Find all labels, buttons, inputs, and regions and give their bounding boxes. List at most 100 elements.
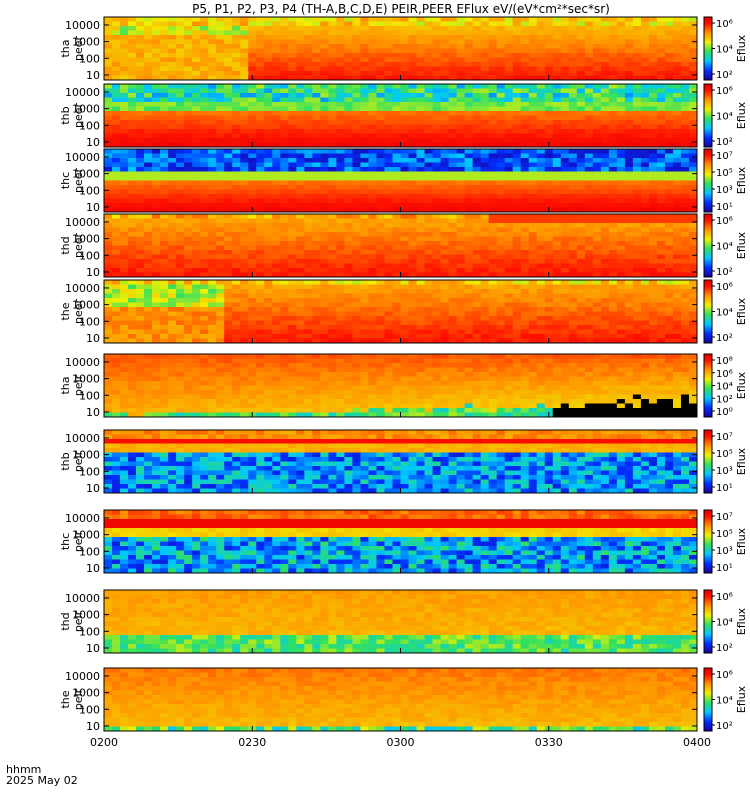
heatmap-cell: [600, 171, 610, 177]
heatmap-cell: [656, 218, 666, 224]
heatmap-cell: [584, 153, 594, 159]
heatmap-cell: [496, 71, 506, 76]
heatmap-cell: [672, 93, 682, 98]
heatmap-cell: [432, 272, 441, 278]
heatmap-cell: [480, 180, 490, 186]
heatmap-cell: [528, 207, 538, 213]
heatmap-cell: [200, 171, 209, 177]
heatmap-cell: [192, 44, 201, 49]
heatmap-cell: [536, 185, 546, 190]
heatmap-cell: [280, 198, 289, 204]
heatmap-cell: [512, 316, 522, 321]
heatmap-cell: [352, 97, 361, 103]
heatmap-cell: [552, 26, 562, 31]
heatmap-cell: [336, 280, 345, 285]
heatmap-cell: [656, 149, 666, 154]
heatmap-cell: [472, 280, 482, 285]
heatmap-cell: [216, 133, 225, 139]
heatmap-cell: [680, 138, 690, 143]
heatmap-cell: [360, 120, 369, 125]
heatmap-cell: [464, 207, 474, 213]
heatmap-cell: [360, 241, 369, 246]
heatmap-cell: [408, 293, 417, 299]
heatmap-cell: [424, 280, 433, 285]
heatmap-cell: [160, 307, 169, 312]
heatmap-cell: [656, 158, 666, 163]
heatmap-cell: [304, 149, 313, 154]
heatmap-cell: [120, 111, 129, 116]
heatmap-cell: [680, 176, 690, 181]
heatmap-cell: [560, 133, 570, 139]
heatmap-cell: [536, 245, 546, 251]
heatmap-cell: [224, 115, 233, 121]
heatmap-cell: [432, 227, 441, 233]
heatmap-cell: [496, 284, 506, 290]
heatmap-cell: [496, 189, 506, 195]
heatmap-cell: [160, 259, 169, 264]
heatmap-cell: [528, 142, 538, 148]
heatmap-cell: [664, 66, 674, 72]
heatmap-cell: [672, 263, 682, 269]
heatmap-cell: [456, 241, 465, 246]
heatmap-cell: [208, 185, 217, 190]
heatmap-cell: [192, 311, 201, 317]
heatmap-cell: [184, 189, 193, 195]
heatmap-cell: [336, 66, 345, 72]
heatmap-cell: [376, 106, 385, 112]
heatmap-cell: [440, 284, 449, 290]
heatmap-cell: [576, 124, 586, 130]
heatmap-cell: [560, 171, 570, 177]
heatmap-cell: [256, 106, 265, 112]
heatmap-cell: [440, 71, 449, 76]
heatmap-cell: [488, 35, 498, 40]
heatmap-cell: [184, 162, 193, 168]
heatmap-cell: [392, 162, 401, 168]
heatmap-cell: [136, 263, 145, 269]
heatmap-cell: [544, 93, 554, 98]
heatmap-cell: [200, 129, 209, 134]
heatmap-cell: [336, 334, 345, 339]
heatmap-cell: [296, 198, 305, 204]
heatmap-cell: [424, 102, 433, 107]
heatmap-cell: [440, 338, 449, 344]
heatmap-cell: [208, 106, 217, 112]
heatmap-cell: [464, 203, 474, 208]
heatmap-cell: [432, 75, 441, 81]
colorbar-label: Eflux: [735, 166, 748, 194]
heatmap-cell: [280, 180, 289, 186]
heatmap-cell: [400, 106, 409, 112]
heatmap-cell: [456, 316, 465, 321]
heatmap-cell: [400, 329, 409, 335]
heatmap-cell: [328, 338, 337, 344]
heatmap-cell: [520, 289, 530, 294]
heatmap-cell: [448, 289, 457, 294]
heatmap-cell: [344, 26, 353, 31]
heatmap-cell: [352, 227, 361, 233]
heatmap-cell: [104, 198, 113, 204]
heatmap-cell: [216, 198, 225, 204]
heatmap-cell: [416, 189, 425, 195]
heatmap-cell: [352, 189, 361, 195]
heatmap-cell: [184, 93, 193, 98]
heatmap-cell: [632, 250, 642, 255]
heatmap-cell: [680, 142, 690, 148]
heatmap-cell: [576, 218, 586, 224]
heatmap-cell: [136, 162, 145, 168]
heatmap-cell: [240, 180, 249, 186]
heatmap-cell: [192, 57, 201, 63]
heatmap-cell: [368, 227, 377, 233]
heatmap-cell: [384, 97, 393, 103]
heatmap-cell: [392, 302, 401, 308]
heatmap-cell: [128, 316, 137, 321]
heatmap-cell: [672, 66, 682, 72]
heatmap-cell: [120, 138, 129, 143]
heatmap-cell: [288, 325, 297, 330]
heatmap-cell: [128, 62, 137, 67]
heatmap-cell: [632, 223, 642, 228]
heatmap-cell: [608, 102, 618, 107]
heatmap-cell: [168, 232, 177, 237]
heatmap-cell: [176, 176, 185, 181]
heatmap-cell: [360, 124, 369, 130]
heatmap-cell: [288, 17, 297, 22]
heatmap-cell: [376, 171, 385, 177]
